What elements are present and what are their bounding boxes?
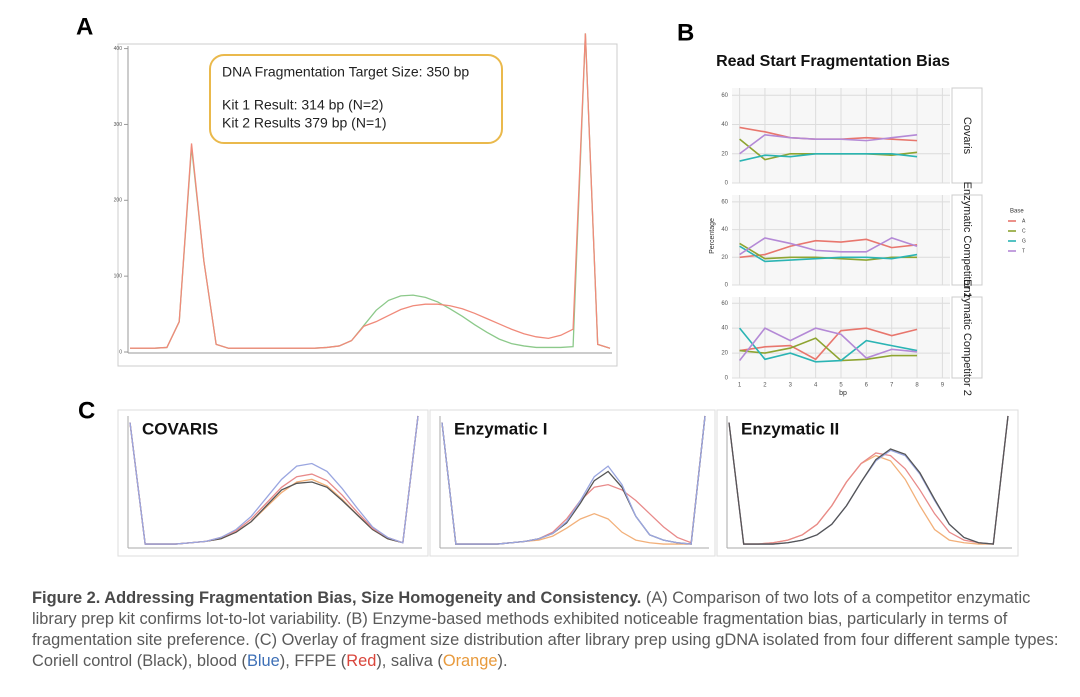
facet-label: Covaris [961,117,973,155]
facet-strip [951,194,983,286]
y-tick-label: 60 [721,200,728,206]
legend-label: A [1022,218,1026,224]
y-tick-label: 40 [721,227,728,233]
series-line [739,337,918,362]
series-line [728,415,1009,545]
facet-label: Enzymatic Competitor 2 [961,279,973,396]
series-line [130,33,611,349]
y-tick-label: 60 [721,93,728,99]
caption-text: Blue [246,652,280,670]
series-line [738,327,918,363]
x-tick-label: 8 [915,383,919,389]
series-line [739,327,918,361]
series-line [739,245,918,263]
y-tick-label: 400 [114,46,123,52]
caption-title: Figure 2. Addressing Fragmentation Bias,… [32,589,642,607]
legend-title: Base [1010,209,1024,215]
x-tick-label: 4 [814,383,818,389]
caption-text: Orange [442,652,498,670]
x-axis-label: bp [839,390,847,397]
chart-title: Enzymatic II [741,419,839,438]
x-tick-label: 1 [738,383,742,389]
annotation: DNA Fragmentation Target Size: 350 bp [222,64,469,80]
y-axis-label: Percentage [709,218,716,254]
caption-text: Red [346,652,377,670]
series-line [739,238,918,259]
series-line [738,327,918,362]
chart-title: COVARIS [142,419,218,438]
x-tick-label: 5 [839,383,843,389]
panel-label: B [677,19,694,46]
panel-label: C [78,397,95,424]
legend-label: T [1022,248,1025,254]
y-tick-label: 0 [725,181,729,187]
y-tick-label: 0 [725,283,729,289]
annotation-box [209,54,503,144]
annotation: Kit 2 Results 379 bp (N=1) [222,115,387,131]
y-tick-label: 0 [119,349,122,355]
y-tick-label: 20 [721,151,728,157]
plot-frame [716,409,1019,557]
y-tick-label: 0 [725,376,729,382]
x-tick-label: 2 [763,383,767,389]
y-tick-label: 40 [721,326,728,332]
facet-label: Enzymatic Competitor 1 [961,182,973,299]
series-line [728,415,1009,545]
x-tick-label: 7 [890,383,894,389]
annotation: Kit 1 Result: 314 bp (N=2) [222,97,383,113]
caption: Figure 2. Addressing Fragmentation Bias,… [32,588,1062,672]
y-tick-label: 200 [114,198,123,204]
plot-frame [429,409,716,557]
legend-label: G [1022,238,1026,244]
chart-title: Enzymatic I [454,419,548,438]
legend-label: C [1022,228,1026,234]
caption-text: (A) Comparison of two lots of a competit… [32,589,1059,670]
caption-text: ), saliva ( [376,652,443,670]
caption-text: ). [497,652,508,670]
y-tick-label: 100 [114,273,123,279]
panel-label: A [76,13,93,40]
series-line [441,415,706,545]
facet-strip [951,296,983,379]
x-tick-label: 9 [941,383,945,389]
y-tick-label: 20 [721,255,728,261]
chart-title: Read Start Fragmentation Bias [716,53,950,70]
facet-strip [951,87,983,184]
series-line [739,133,918,155]
y-tick-label: 300 [114,122,123,128]
y-tick-label: 60 [721,301,728,307]
series-line [739,237,918,256]
series-line [129,415,419,545]
y-tick-label: 20 [721,351,728,357]
y-tick-label: 40 [721,122,728,128]
x-tick-label: 3 [789,383,793,389]
series-line [739,152,918,162]
caption-text: ), FFPE ( [279,652,347,670]
x-tick-label: 6 [865,383,869,389]
